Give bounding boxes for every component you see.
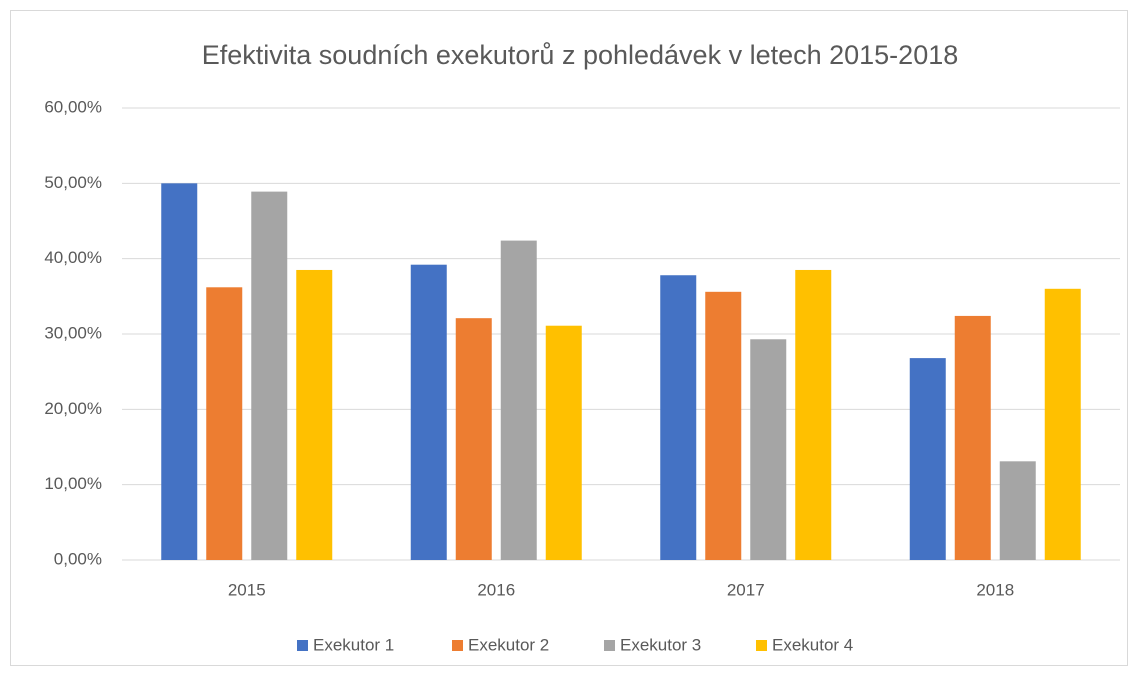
legend-swatch <box>452 640 463 651</box>
x-tick-label: 2018 <box>976 580 1014 599</box>
bar <box>1044 288 1081 560</box>
legend-swatch <box>297 640 308 651</box>
bar <box>999 461 1036 560</box>
bar <box>954 315 991 560</box>
y-tick-label: 50,00% <box>44 173 102 192</box>
y-tick-label: 30,00% <box>44 323 102 342</box>
y-tick-label: 60,00% <box>44 97 102 116</box>
y-tick-label: 0,00% <box>54 549 102 568</box>
bar <box>660 275 697 560</box>
y-tick-label: 40,00% <box>44 248 102 267</box>
bar <box>161 183 198 561</box>
x-tick-label: 2016 <box>477 580 515 599</box>
bar <box>750 339 787 560</box>
bar <box>909 358 946 560</box>
bar <box>545 325 582 560</box>
x-tick-label: 2017 <box>727 580 765 599</box>
legend-label: Exekutor 3 <box>620 635 701 654</box>
legend-swatch <box>756 640 767 651</box>
bar <box>410 264 447 560</box>
chart-title: Efektivita soudních exekutorů z pohledáv… <box>202 40 959 70</box>
legend-label: Exekutor 2 <box>468 635 549 654</box>
y-tick-label: 10,00% <box>44 474 102 493</box>
legend-swatch <box>604 640 615 651</box>
bar <box>296 269 333 560</box>
bar <box>795 269 832 560</box>
bar <box>206 287 243 560</box>
y-tick-label: 20,00% <box>44 399 102 418</box>
bar <box>705 291 742 560</box>
x-tick-label: 2015 <box>228 580 266 599</box>
bar <box>251 191 288 560</box>
bar <box>500 240 537 560</box>
legend-label: Exekutor 1 <box>313 635 394 654</box>
bar <box>455 318 492 560</box>
legend-label: Exekutor 4 <box>772 635 853 654</box>
